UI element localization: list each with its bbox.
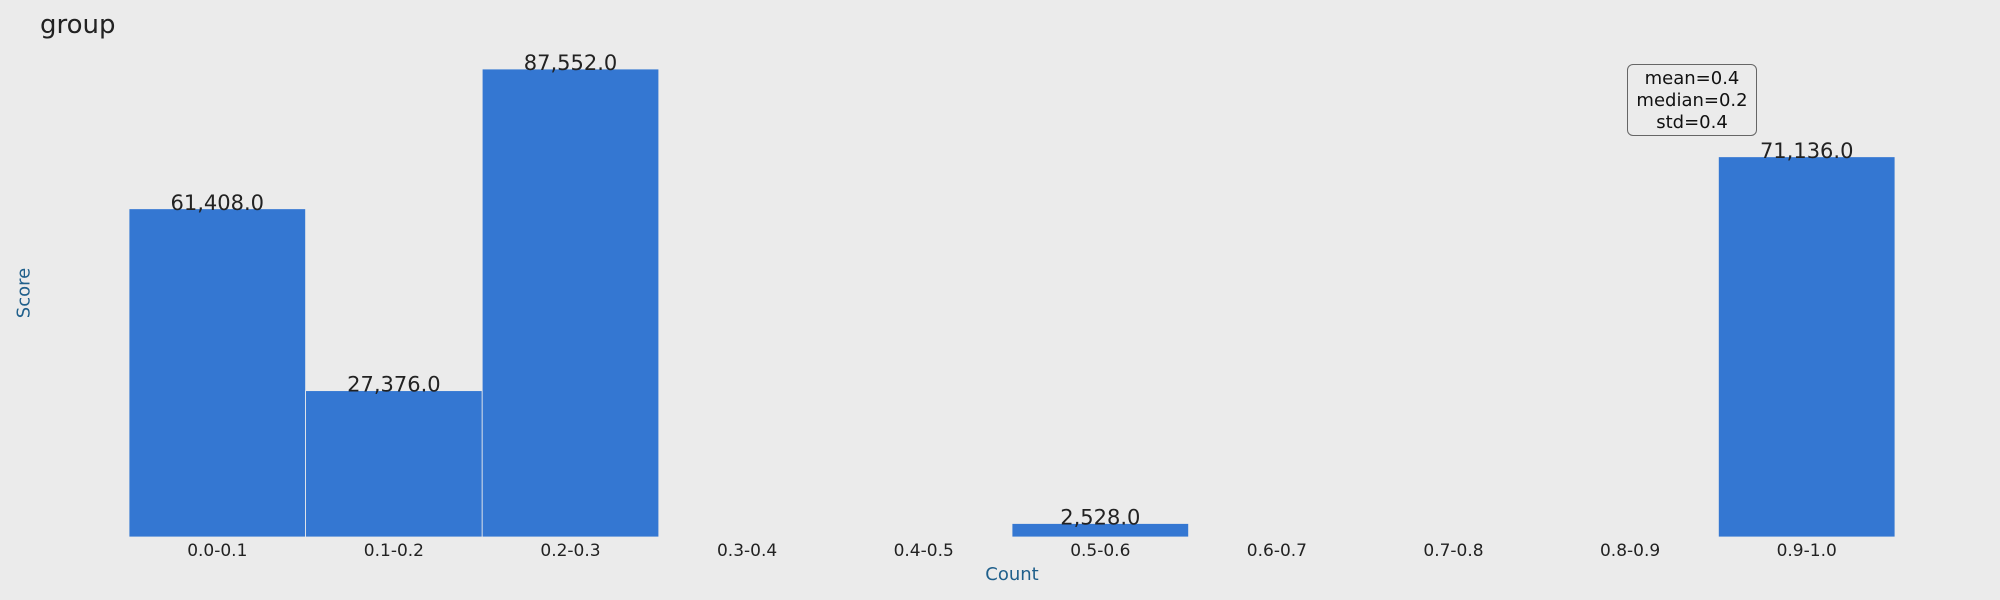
bar-0.0-0.1 bbox=[128, 208, 307, 538]
x-tick-label: 0.6-0.7 bbox=[1247, 541, 1307, 561]
bar-0.9-1.0 bbox=[1718, 156, 1896, 538]
x-tick-label: 0.0-0.1 bbox=[187, 541, 247, 561]
x-tick-label: 0.7-0.8 bbox=[1423, 541, 1483, 561]
x-tick-label: 0.9-1.0 bbox=[1777, 541, 1837, 561]
bar-value-label: 61,408.0 bbox=[171, 191, 265, 215]
x-tick-label: 0.8-0.9 bbox=[1600, 541, 1660, 561]
stats-mean: mean=0.4 bbox=[1644, 68, 1740, 89]
bar-0.5-0.6 bbox=[1011, 523, 1190, 538]
x-tick-label: 0.1-0.2 bbox=[364, 541, 424, 561]
x-tick-label: 0.4-0.5 bbox=[894, 541, 954, 561]
bar-0.1-0.2 bbox=[305, 390, 483, 538]
bar-value-label: 71,136.0 bbox=[1760, 139, 1854, 163]
y-axis-label: Score bbox=[13, 267, 35, 319]
x-axis-label: Count bbox=[985, 564, 1039, 585]
stats-std: std=0.4 bbox=[1656, 112, 1728, 133]
x-tick-label: 0.2-0.3 bbox=[540, 541, 600, 561]
x-tick-label: 0.5-0.6 bbox=[1070, 541, 1130, 561]
bars-group bbox=[128, 68, 1896, 538]
bar-0.2-0.3 bbox=[481, 68, 660, 538]
bar-value-label: 87,552.0 bbox=[524, 51, 618, 75]
bar-labels-group: 61,408.0 27,376.0 87,552.0 2,528.0 71,136.0 bbox=[171, 51, 1854, 529]
chart-title: group bbox=[40, 10, 116, 40]
x-tick-label: 0.3-0.4 bbox=[717, 541, 777, 561]
stats-annotation-box: mean=0.4 median=0.2 std=0.4 bbox=[1627, 64, 1757, 136]
x-tick-labels-group: 0.0-0.1 0.1-0.2 0.2-0.3 0.3-0.4 0.4-0.5 0.5-0… bbox=[187, 541, 1837, 561]
bar-value-label: 27,376.0 bbox=[347, 373, 441, 397]
bar-value-label: 2,528.0 bbox=[1060, 505, 1140, 529]
stats-median: median=0.2 bbox=[1636, 90, 1748, 111]
